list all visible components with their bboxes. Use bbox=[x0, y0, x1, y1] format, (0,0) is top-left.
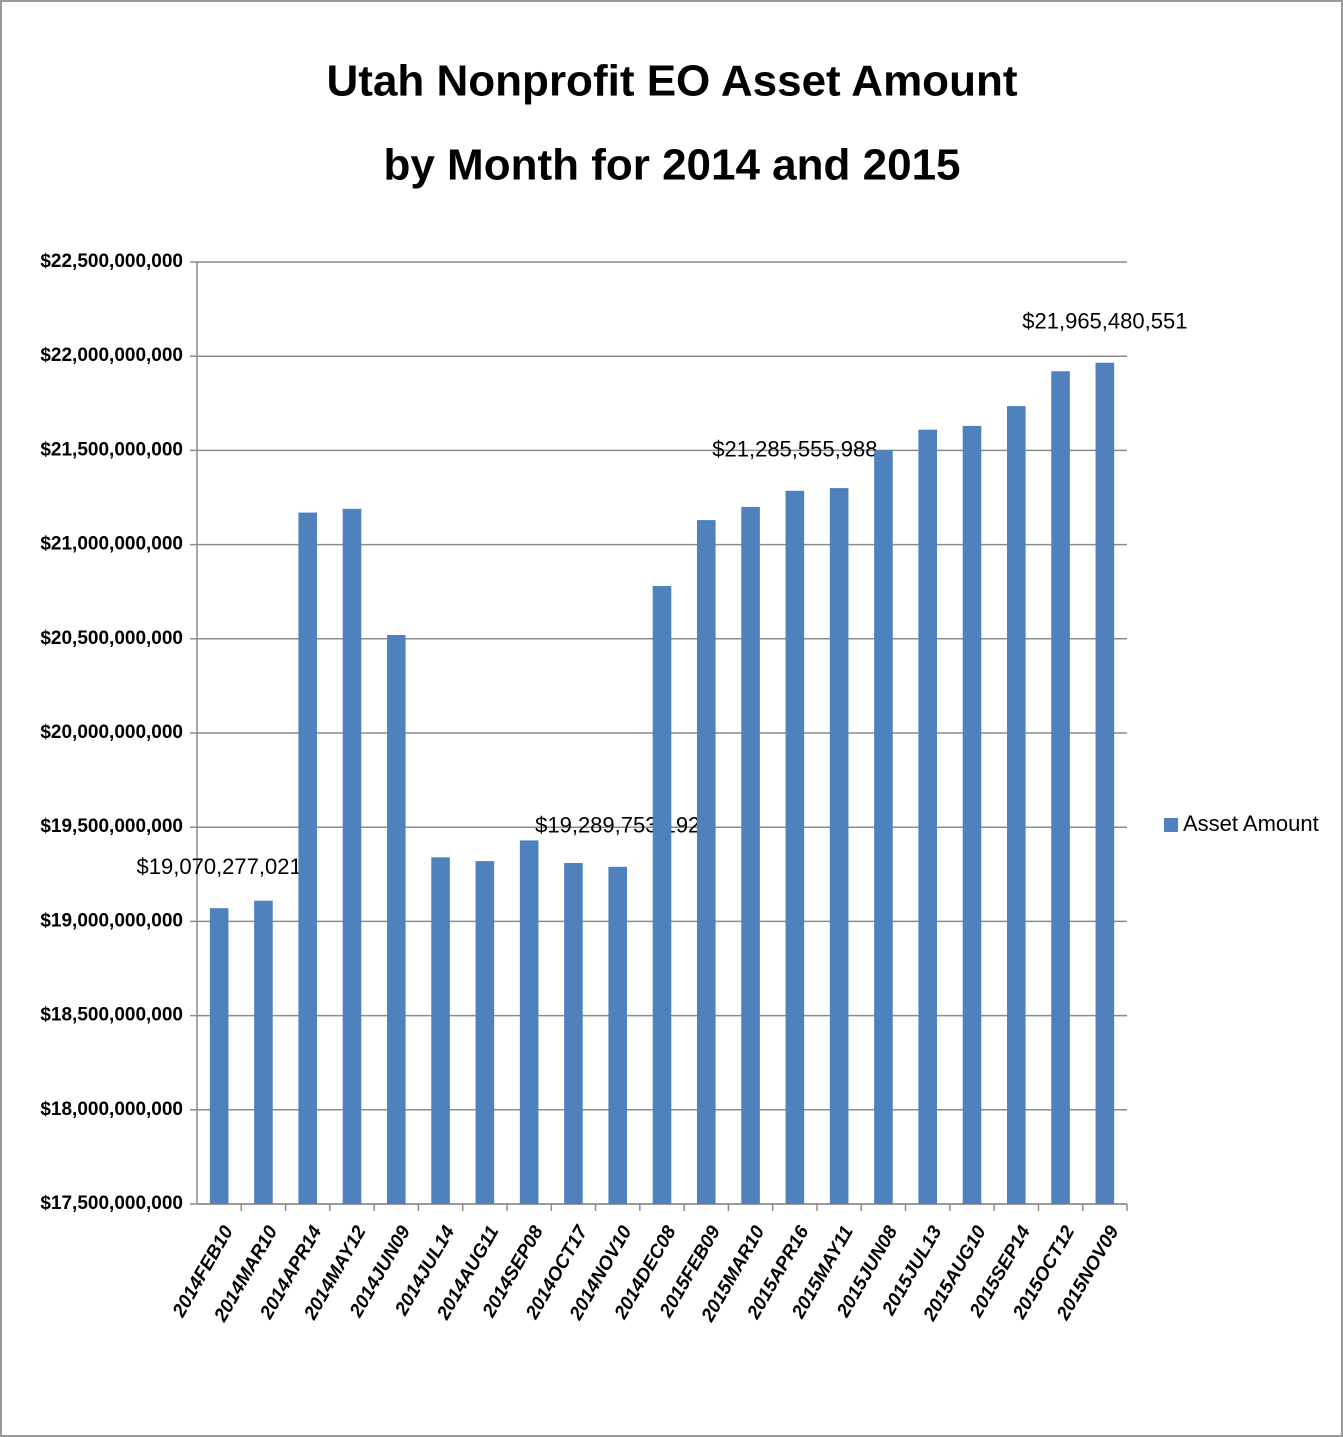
value-label: $21,285,555,988 bbox=[712, 437, 877, 462]
chart-title: Utah Nonprofit EO Asset Amount bbox=[327, 57, 1018, 106]
legend-label: Asset Amount bbox=[1183, 811, 1319, 836]
bar bbox=[785, 490, 805, 1204]
bar bbox=[608, 866, 628, 1204]
y-tick-label: $21,500,000,000 bbox=[40, 439, 183, 460]
bar bbox=[741, 506, 760, 1204]
y-tick-label: $18,000,000,000 bbox=[40, 1099, 183, 1120]
y-tick-label: $22,500,000,000 bbox=[40, 251, 183, 272]
y-tick-label: $18,500,000,000 bbox=[40, 1005, 183, 1026]
y-tick-label: $19,500,000,000 bbox=[40, 816, 183, 837]
bar bbox=[342, 508, 362, 1205]
value-label: $19,289,753,192 bbox=[535, 813, 700, 838]
y-tick-label: $20,000,000,000 bbox=[40, 722, 183, 743]
bar bbox=[209, 908, 229, 1204]
bar bbox=[475, 861, 495, 1204]
bar bbox=[1095, 362, 1115, 1204]
bar bbox=[386, 635, 406, 1204]
bar bbox=[1051, 371, 1070, 1205]
chart-subtitle: by Month for 2014 and 2015 bbox=[383, 141, 960, 190]
y-tick-label: $22,000,000,000 bbox=[40, 345, 183, 366]
bar bbox=[652, 586, 672, 1204]
y-tick-label: $19,000,000,000 bbox=[40, 910, 183, 931]
bar bbox=[1006, 406, 1026, 1205]
value-label: $21,965,480,551 bbox=[1022, 309, 1187, 334]
bar bbox=[696, 520, 716, 1204]
legend-swatch bbox=[1164, 818, 1178, 832]
bar bbox=[918, 429, 938, 1204]
bar bbox=[431, 857, 450, 1204]
value-label: $19,070,277,021 bbox=[137, 854, 302, 879]
y-tick-label: $17,500,000,000 bbox=[40, 1193, 183, 1214]
bar bbox=[874, 450, 893, 1204]
bar bbox=[829, 488, 849, 1205]
bar bbox=[962, 425, 982, 1205]
y-tick-label: $20,500,000,000 bbox=[40, 628, 183, 649]
y-tick-label: $21,000,000,000 bbox=[40, 534, 183, 555]
bar bbox=[519, 840, 539, 1204]
bar bbox=[298, 512, 318, 1204]
bar bbox=[564, 862, 583, 1204]
bar bbox=[254, 900, 273, 1204]
